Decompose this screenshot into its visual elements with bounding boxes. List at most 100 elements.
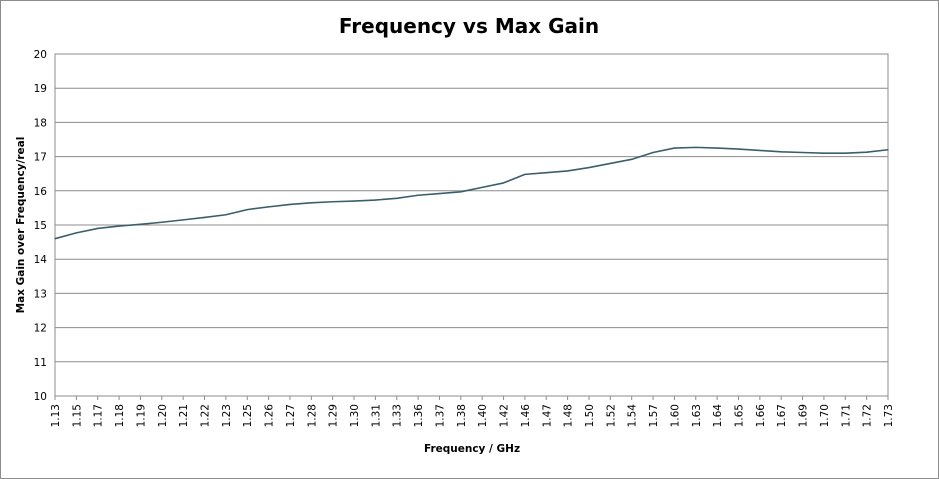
data-point (267, 206, 270, 208)
x-tick-label: 1.18 (114, 404, 126, 427)
x-tick-label: 1.66 (755, 404, 767, 428)
data-point (609, 162, 611, 165)
x-tick-label: 1.42 (499, 404, 511, 427)
data-point (246, 209, 248, 211)
chart-title: Frequency vs Max Gain (339, 14, 599, 38)
y-tick-labels: 10 11 12 13 14 15 16 17 18 19 20 (34, 49, 48, 403)
data-point (631, 158, 633, 160)
x-tick-label: 1.52 (605, 404, 617, 427)
data-point (310, 202, 312, 204)
x-tick-label: 1.17 (93, 404, 105, 427)
x-tick-label: 1.37 (434, 404, 446, 427)
data-point (502, 182, 505, 184)
data-point (54, 238, 56, 240)
y-tick-label: 12 (34, 323, 47, 335)
data-point (695, 146, 697, 148)
x-axis-title: Frequency / GHz (424, 443, 520, 455)
data-point (75, 232, 77, 234)
x-tick-label: 1.70 (819, 404, 831, 427)
data-point (866, 151, 868, 153)
data-point (97, 227, 99, 230)
grid-lines (55, 53, 888, 397)
series-group (54, 146, 889, 240)
data-point (396, 197, 398, 199)
y-tick-label: 15 (34, 220, 47, 232)
x-tick-label: 1.48 (563, 404, 575, 427)
y-tick-label: 10 (34, 391, 47, 403)
y-tick-label: 18 (34, 117, 47, 129)
x-tick-label: 1.72 (862, 404, 874, 427)
y-tick-label: 19 (34, 83, 47, 95)
x-tick-label: 1.40 (477, 404, 489, 427)
x-tick-label: 1.19 (135, 404, 147, 427)
x-tick-label: 1.36 (413, 404, 425, 428)
data-point (823, 152, 825, 154)
data-point (716, 147, 718, 149)
x-tick-label: 1.50 (584, 404, 596, 427)
data-point (289, 203, 291, 206)
x-tick-label: 1.26 (264, 404, 276, 428)
data-point (353, 200, 355, 202)
x-tick-label: 1.23 (221, 404, 233, 427)
y-tick-label: 13 (34, 288, 47, 300)
x-tick-label: 1.31 (370, 404, 382, 427)
y-tick-label: 17 (34, 152, 47, 164)
x-tick-label: 1.69 (798, 404, 810, 427)
x-tick-label: 1.47 (541, 404, 553, 427)
x-tick-label: 1.38 (456, 404, 468, 427)
x-tick-label: 1.20 (157, 404, 169, 427)
x-tick-label: 1.33 (392, 404, 404, 427)
x-tick-label: 1.46 (520, 404, 532, 428)
x-tick-label: 1.15 (71, 404, 83, 427)
y-tick-label: 16 (34, 186, 48, 198)
x-tick-label: 1.65 (733, 404, 745, 427)
data-point (737, 148, 740, 150)
data-point (417, 194, 419, 196)
data-point (182, 219, 184, 221)
y-axis-title: Max Gain over Frequency/real (15, 137, 27, 314)
x-tick-label: 1.71 (840, 404, 852, 427)
data-point (118, 225, 120, 227)
data-point (652, 151, 654, 154)
plot-area (54, 53, 889, 397)
data-point (332, 201, 334, 203)
x-tick-label: 1.54 (627, 404, 639, 428)
y-tick-label: 11 (34, 357, 47, 369)
data-point (567, 170, 569, 172)
data-point (780, 151, 782, 153)
x-tick-label: 1.60 (669, 404, 681, 427)
data-point (460, 191, 462, 193)
x-tick-label: 1.13 (50, 404, 62, 427)
x-tick-label: 1.27 (285, 404, 297, 427)
x-tick-label: 1.67 (776, 404, 788, 427)
data-point (139, 223, 142, 225)
data-point (161, 221, 163, 223)
x-tick-label: 1.63 (691, 404, 703, 427)
x-tick-label: 1.64 (712, 404, 724, 428)
x-tick-label: 1.73 (883, 404, 895, 427)
data-point (203, 216, 206, 219)
data-point (844, 152, 846, 154)
data-point (481, 186, 483, 188)
data-point (588, 166, 590, 169)
x-tick-labels: 1.13 1.15 1.17 1.18 1.19 1.20 1.21 1.22 1.23 1.25… (50, 396, 895, 427)
data-point (524, 173, 526, 175)
y-tick-label: 14 (34, 254, 48, 266)
series-line (54, 146, 889, 240)
x-tick-label: 1.22 (200, 404, 212, 427)
x-tick-label: 1.21 (178, 404, 190, 427)
data-point (545, 172, 547, 174)
data-point (673, 147, 676, 149)
x-tick-label: 1.28 (306, 404, 318, 427)
x-tick-label: 1.25 (242, 404, 254, 427)
data-point (759, 149, 761, 152)
x-tick-label: 1.29 (328, 404, 340, 427)
data-point (225, 214, 227, 216)
x-tick-label: 1.57 (648, 404, 660, 427)
data-point (438, 192, 441, 195)
y-tick-label: 20 (34, 49, 47, 61)
data-point (374, 199, 376, 201)
data-point (801, 151, 804, 154)
